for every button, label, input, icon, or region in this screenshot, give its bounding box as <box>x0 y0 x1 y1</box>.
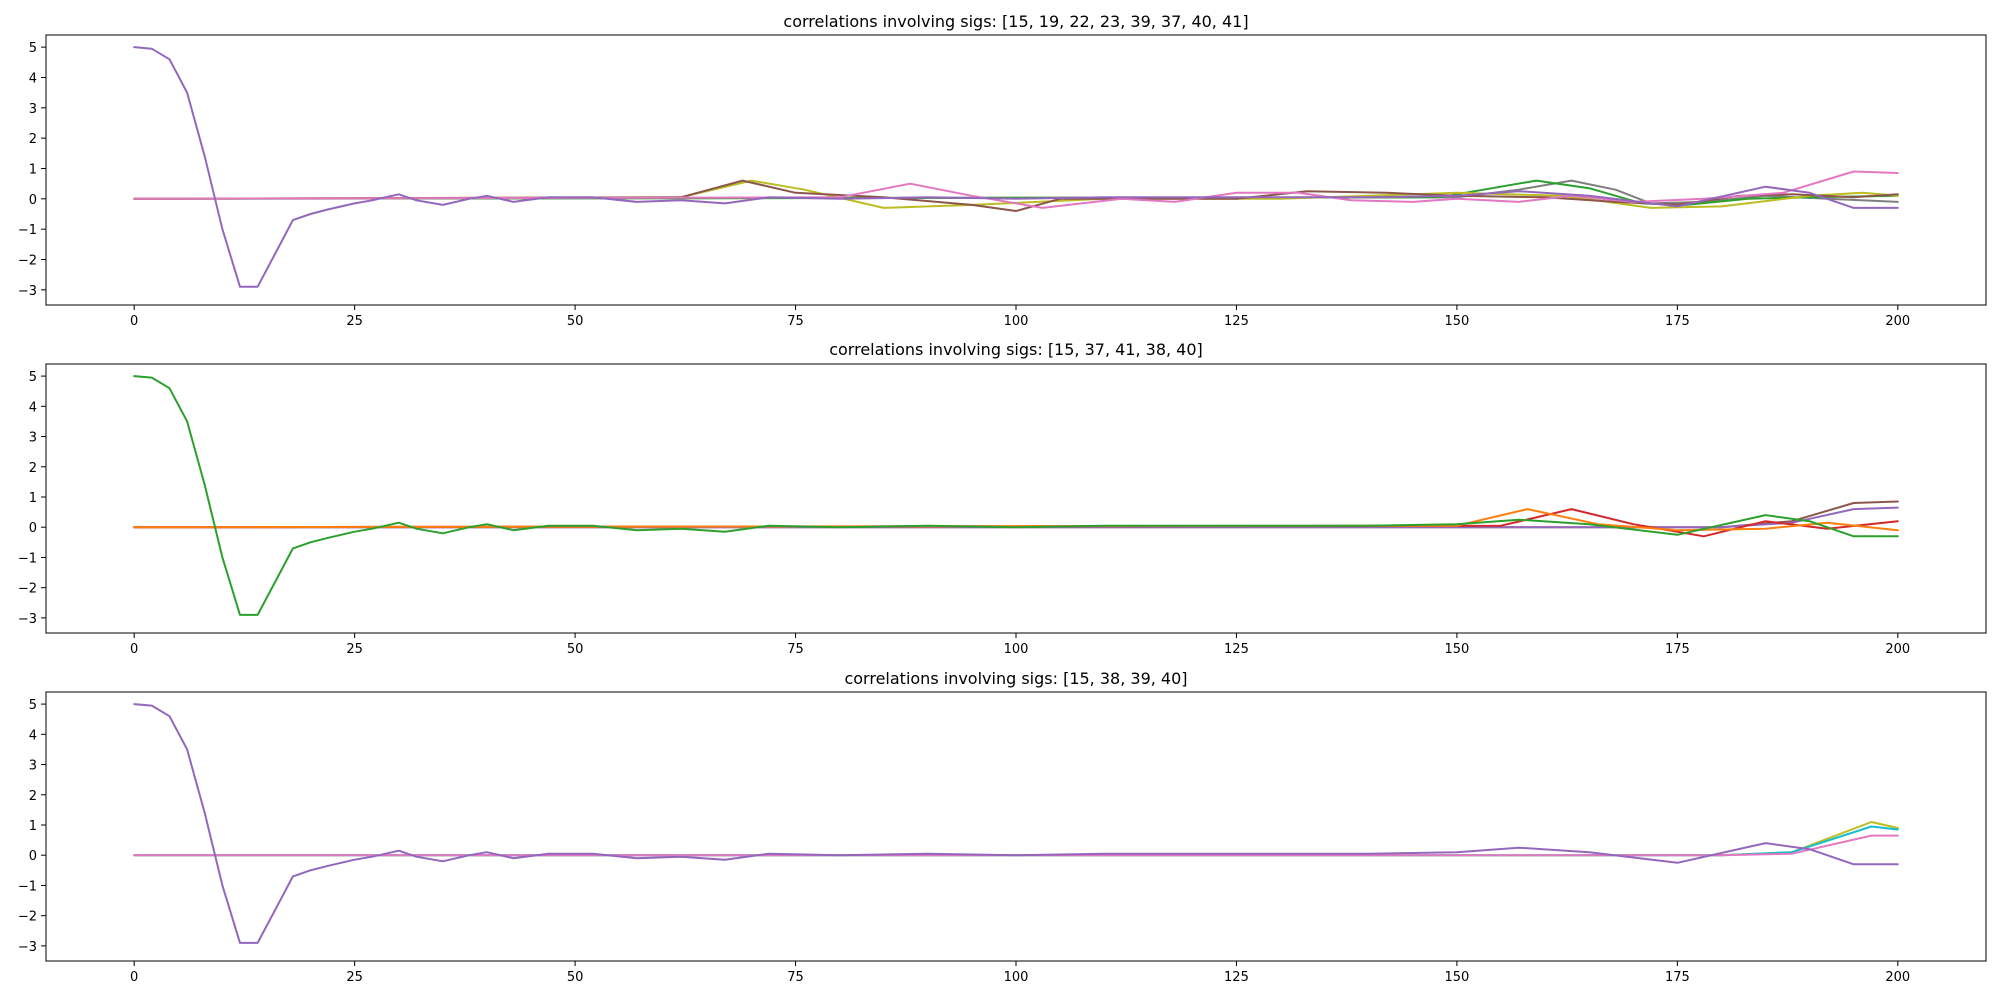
panel-1-title: correlations involving sigs: [15, 19, 22… <box>783 12 1248 31</box>
panel-1-x-tick-label: 25 <box>346 314 363 329</box>
panel-2-series-line-5 <box>133 375 1899 616</box>
panel-3-x-tick-label: 75 <box>787 970 804 985</box>
panel-2-x-tick-label: 25 <box>346 642 363 657</box>
panel-2-x-tick-label: 75 <box>787 642 804 657</box>
panel-3-x-tick-label: 175 <box>1665 970 1690 985</box>
panel-1-axes-frame <box>45 34 1987 306</box>
panel-1-series-line-5 <box>133 170 1899 209</box>
panel-2-y-tick-label: −1 <box>18 551 37 566</box>
panel-3-x-tick-label: 25 <box>346 970 363 985</box>
panel-1-x-tick-label: 50 <box>567 314 584 329</box>
panel-2-y-tick-label: 4 <box>29 400 37 415</box>
panel-1-x-tick-label: 100 <box>1004 314 1029 329</box>
panel-1-y-tick-label: −2 <box>18 253 37 268</box>
panel-1-series-line-3 <box>133 179 1899 209</box>
panel-3-x-tick-label: 50 <box>567 970 584 985</box>
panel-2-x-tick-label: 175 <box>1665 642 1690 657</box>
panel-3: correlations involving sigs: [15, 38, 39… <box>18 669 1987 985</box>
panel-3-series-line-4 <box>133 703 1899 944</box>
panel-3-x-tick-label: 150 <box>1444 970 1469 985</box>
panel-1-x-tick-label: 200 <box>1885 314 1910 329</box>
panel-2-x-tick-label: 150 <box>1444 642 1469 657</box>
panel-3-y-tick-label: 3 <box>29 759 37 774</box>
panel-1-x-tick-label: 175 <box>1665 314 1690 329</box>
panel-2-x-tick-label: 0 <box>130 642 138 657</box>
panel-2-y-tick-label: −2 <box>18 582 37 597</box>
panel-2-x-tick-label: 50 <box>567 642 584 657</box>
panel-3-x-tick-label: 125 <box>1224 970 1249 985</box>
panel-3-y-tick-label: 5 <box>29 698 37 713</box>
panel-2-y-tick-label: 1 <box>29 491 37 506</box>
panel-1-y-tick-label: 4 <box>29 71 37 86</box>
panel-3-y-tick-label: 2 <box>29 789 37 804</box>
panel-2-y-tick-label: 2 <box>29 461 37 476</box>
panel-3-y-tick-label: 0 <box>29 849 37 864</box>
panel-3-y-tick-label: 4 <box>29 728 37 743</box>
panel-3-series-group <box>133 703 1899 944</box>
panel-1-x-tick-label: 75 <box>787 314 804 329</box>
panel-1-y-tick-label: 2 <box>29 132 37 147</box>
panel-3-y-tick-label: −3 <box>18 940 37 955</box>
panel-2-y-tick-label: 3 <box>29 431 37 446</box>
panel-2-y-tick-label: 0 <box>29 521 37 536</box>
panel-3-y-tick-label: −1 <box>18 879 37 894</box>
panel-1-y-tick-label: −3 <box>18 284 37 299</box>
panel-1-y-tick-label: 1 <box>29 162 37 177</box>
panel-2-series-line-2 <box>133 506 1899 529</box>
panel-3-series-line-3 <box>133 834 1899 857</box>
panel-1-series-line-6 <box>133 46 1899 288</box>
panel-1: correlations involving sigs: [15, 19, 22… <box>18 12 1987 329</box>
panel-1-y-tick-label: −1 <box>18 223 37 238</box>
panel-2-y-tick-label: 5 <box>29 370 37 385</box>
panel-3-axes-frame <box>45 691 1987 962</box>
panel-1-x-tick-label: 150 <box>1444 314 1469 329</box>
panel-3-title: correlations involving sigs: [15, 38, 39… <box>844 669 1187 688</box>
panel-1-plot: 0 25 50 75 100 125 150 175 200 −3 −2 −1 0 1 2 3 4 5 <box>18 34 1987 329</box>
panel-1-series-group <box>133 46 1899 288</box>
panel-2-x-tick-label: 100 <box>1004 642 1029 657</box>
panel-1-x-tick-label: 0 <box>130 314 138 329</box>
panel-3-x-tick-label: 0 <box>130 970 138 985</box>
panel-3-x-tick-label: 100 <box>1004 970 1029 985</box>
panel-2-series-group <box>133 375 1899 616</box>
panel-2-axes-frame <box>45 363 1987 634</box>
panel-2-x-tick-label: 125 <box>1224 642 1249 657</box>
panel-3-y-tick-label: 1 <box>29 819 37 834</box>
panel-2: correlations involving sigs: [15, 37, 41… <box>18 340 1987 657</box>
panel-1-y-tick-label: 0 <box>29 193 37 208</box>
panel-2-title: correlations involving sigs: [15, 37, 41… <box>829 340 1203 359</box>
panel-3-x-tick-label: 200 <box>1885 970 1910 985</box>
panel-2-x-tick-label: 200 <box>1885 642 1910 657</box>
panel-2-y-tick-label: −3 <box>18 612 37 627</box>
panel-1-x-tick-label: 125 <box>1224 314 1249 329</box>
panel-1-y-tick-label: 3 <box>29 102 37 117</box>
panel-2-plot: 0 25 50 75 100 125 150 175 200 −3 −2 −1 0 1 2 3 4 5 <box>18 363 1987 657</box>
panel-3-y-tick-label: −2 <box>18 910 37 925</box>
panel-3-plot: 0 25 50 75 100 125 150 175 200 −3 −2 −1 0 1 2 3 4 5 <box>18 691 1987 985</box>
panel-1-y-tick-label: 5 <box>29 41 37 56</box>
